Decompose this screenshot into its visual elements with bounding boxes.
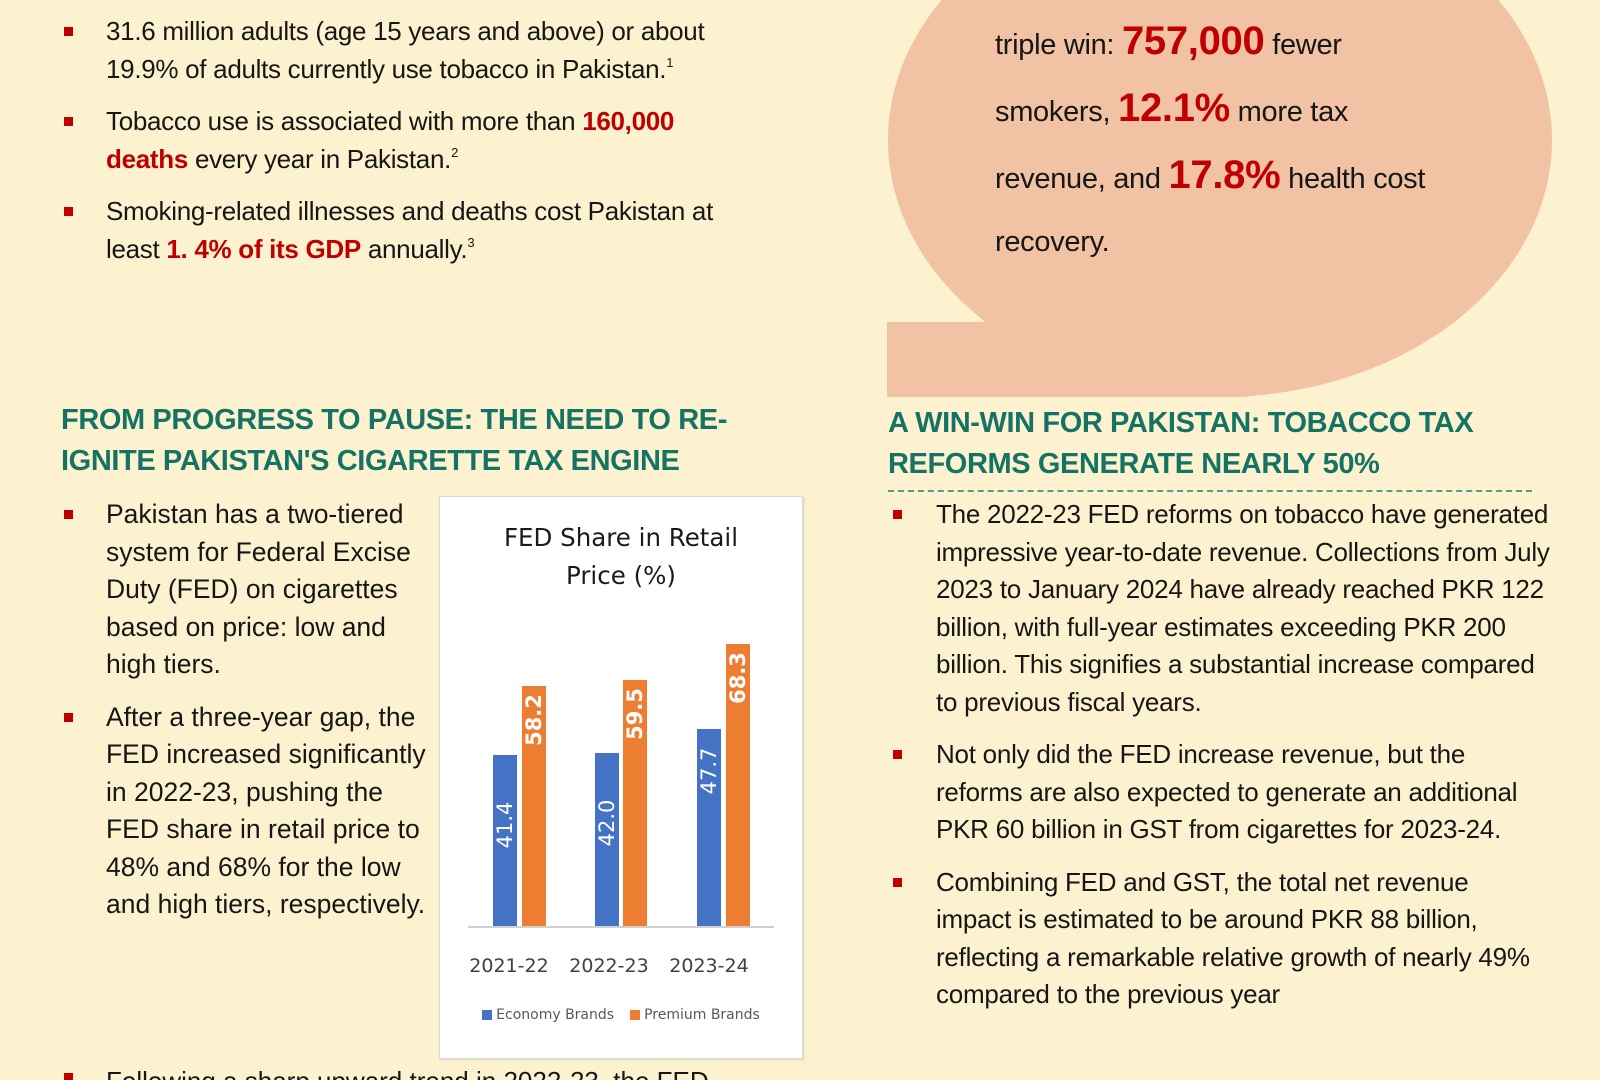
section-heading-win-win: A WIN-WIN FOR PAKISTAN: TOBACCO TAX REFO… bbox=[888, 407, 1474, 480]
heading-cutoff-line bbox=[888, 490, 1532, 494]
legend-swatch-icon bbox=[630, 1010, 641, 1020]
bar-economy-2022-23: 42.0 bbox=[595, 753, 619, 926]
bullet-square-icon bbox=[64, 1073, 73, 1080]
list-item-fed-increase: After a three-year gap, the FED increase… bbox=[62, 699, 432, 924]
key-facts-list: 31.6 million adults (age 15 years and ab… bbox=[62, 13, 762, 283]
fact-item-deaths: Tobacco use is associated with more than… bbox=[62, 103, 762, 178]
bar-premium-2023-24: 68.3 bbox=[726, 644, 750, 926]
bullet-square-icon bbox=[64, 207, 73, 216]
chart-legend: Economy Brands Premium Brands bbox=[440, 1007, 802, 1023]
bar-premium-2021-22: 58.2 bbox=[522, 686, 546, 926]
fed-system-list: Pakistan has a two-tiered system for Fed… bbox=[62, 496, 432, 939]
stat-health-cost: 17.8% bbox=[1168, 153, 1281, 197]
callout-line-1: triple win: 757,000 fewer bbox=[995, 19, 1342, 63]
x-tick-label: 2021-22 bbox=[469, 955, 549, 977]
bullet-square-icon bbox=[64, 712, 73, 722]
bullet-square-icon bbox=[893, 750, 902, 759]
list-item-net-revenue: Combining FED and GST, the total net rev… bbox=[890, 864, 1550, 1014]
bullet-square-icon bbox=[64, 510, 73, 519]
list-item-gst: Not only did the FED increase revenue, b… bbox=[890, 736, 1550, 849]
bar-economy-2021-22: 41.4 bbox=[493, 755, 517, 926]
bullet-square-icon bbox=[893, 877, 902, 887]
bar-economy-2023-24: 47.7 bbox=[697, 729, 721, 926]
legend-swatch-icon bbox=[482, 1010, 493, 1020]
bullet-square-icon bbox=[893, 510, 902, 519]
bullet-square-icon bbox=[64, 27, 73, 36]
section-heading-progress-to-pause: FROM PROGRESS TO PAUSE: THE NEED TO RE-I… bbox=[61, 404, 727, 477]
fact-item-tobacco-users: 31.6 million adults (age 15 years and ab… bbox=[62, 13, 762, 88]
bullet-square-icon bbox=[64, 117, 73, 126]
fact-item-gdp-cost: Smoking-related illnesses and deaths cos… bbox=[62, 193, 762, 268]
chart-x-axis bbox=[468, 926, 774, 928]
highlight-gdp: 1. 4% of its GDP bbox=[166, 233, 361, 264]
stat-fewer-smokers: 757,000 bbox=[1121, 19, 1265, 63]
list-item-cut-off: Following a sharp upward trend in 2022-2… bbox=[62, 1063, 802, 1080]
legend-item-economy: Economy Brands bbox=[482, 1007, 614, 1023]
stat-tax-revenue: 12.1% bbox=[1118, 86, 1230, 130]
speech-bubble-tail bbox=[887, 322, 1247, 397]
callout-line-2: smokers, 12.1% more tax bbox=[995, 86, 1349, 130]
legend-item-premium: Premium Brands bbox=[630, 1007, 760, 1023]
revenue-impact-list: The 2022-23 FED reforms on tobacco have … bbox=[890, 496, 1550, 1029]
callout-line-4: recovery. bbox=[995, 226, 1110, 258]
highlight-deaths: 160,000 deaths bbox=[106, 106, 675, 174]
footnote-ref: 1 bbox=[666, 54, 674, 70]
chart-title: FED Share in Retail Price (%) bbox=[503, 523, 739, 590]
footnote-ref: 3 bbox=[467, 234, 475, 250]
callout-line-3: revenue, and 17.8% health cost bbox=[995, 153, 1426, 197]
x-tick-label: 2023-24 bbox=[669, 955, 749, 977]
fed-share-chart: FED Share in Retail Price (%) 41.4 58.2 … bbox=[439, 496, 803, 1059]
triple-win-callout: triple win: 757,000 fewer smokers, 12.1%… bbox=[995, 10, 1515, 274]
list-item-ytd-revenue: The 2022-23 FED reforms on tobacco have … bbox=[890, 496, 1550, 721]
footnote-ref: 2 bbox=[451, 144, 458, 160]
list-item-two-tier: Pakistan has a two-tiered system for Fed… bbox=[62, 496, 432, 684]
x-tick-label: 2022-23 bbox=[569, 955, 649, 977]
bar-premium-2022-23: 59.5 bbox=[623, 680, 647, 926]
